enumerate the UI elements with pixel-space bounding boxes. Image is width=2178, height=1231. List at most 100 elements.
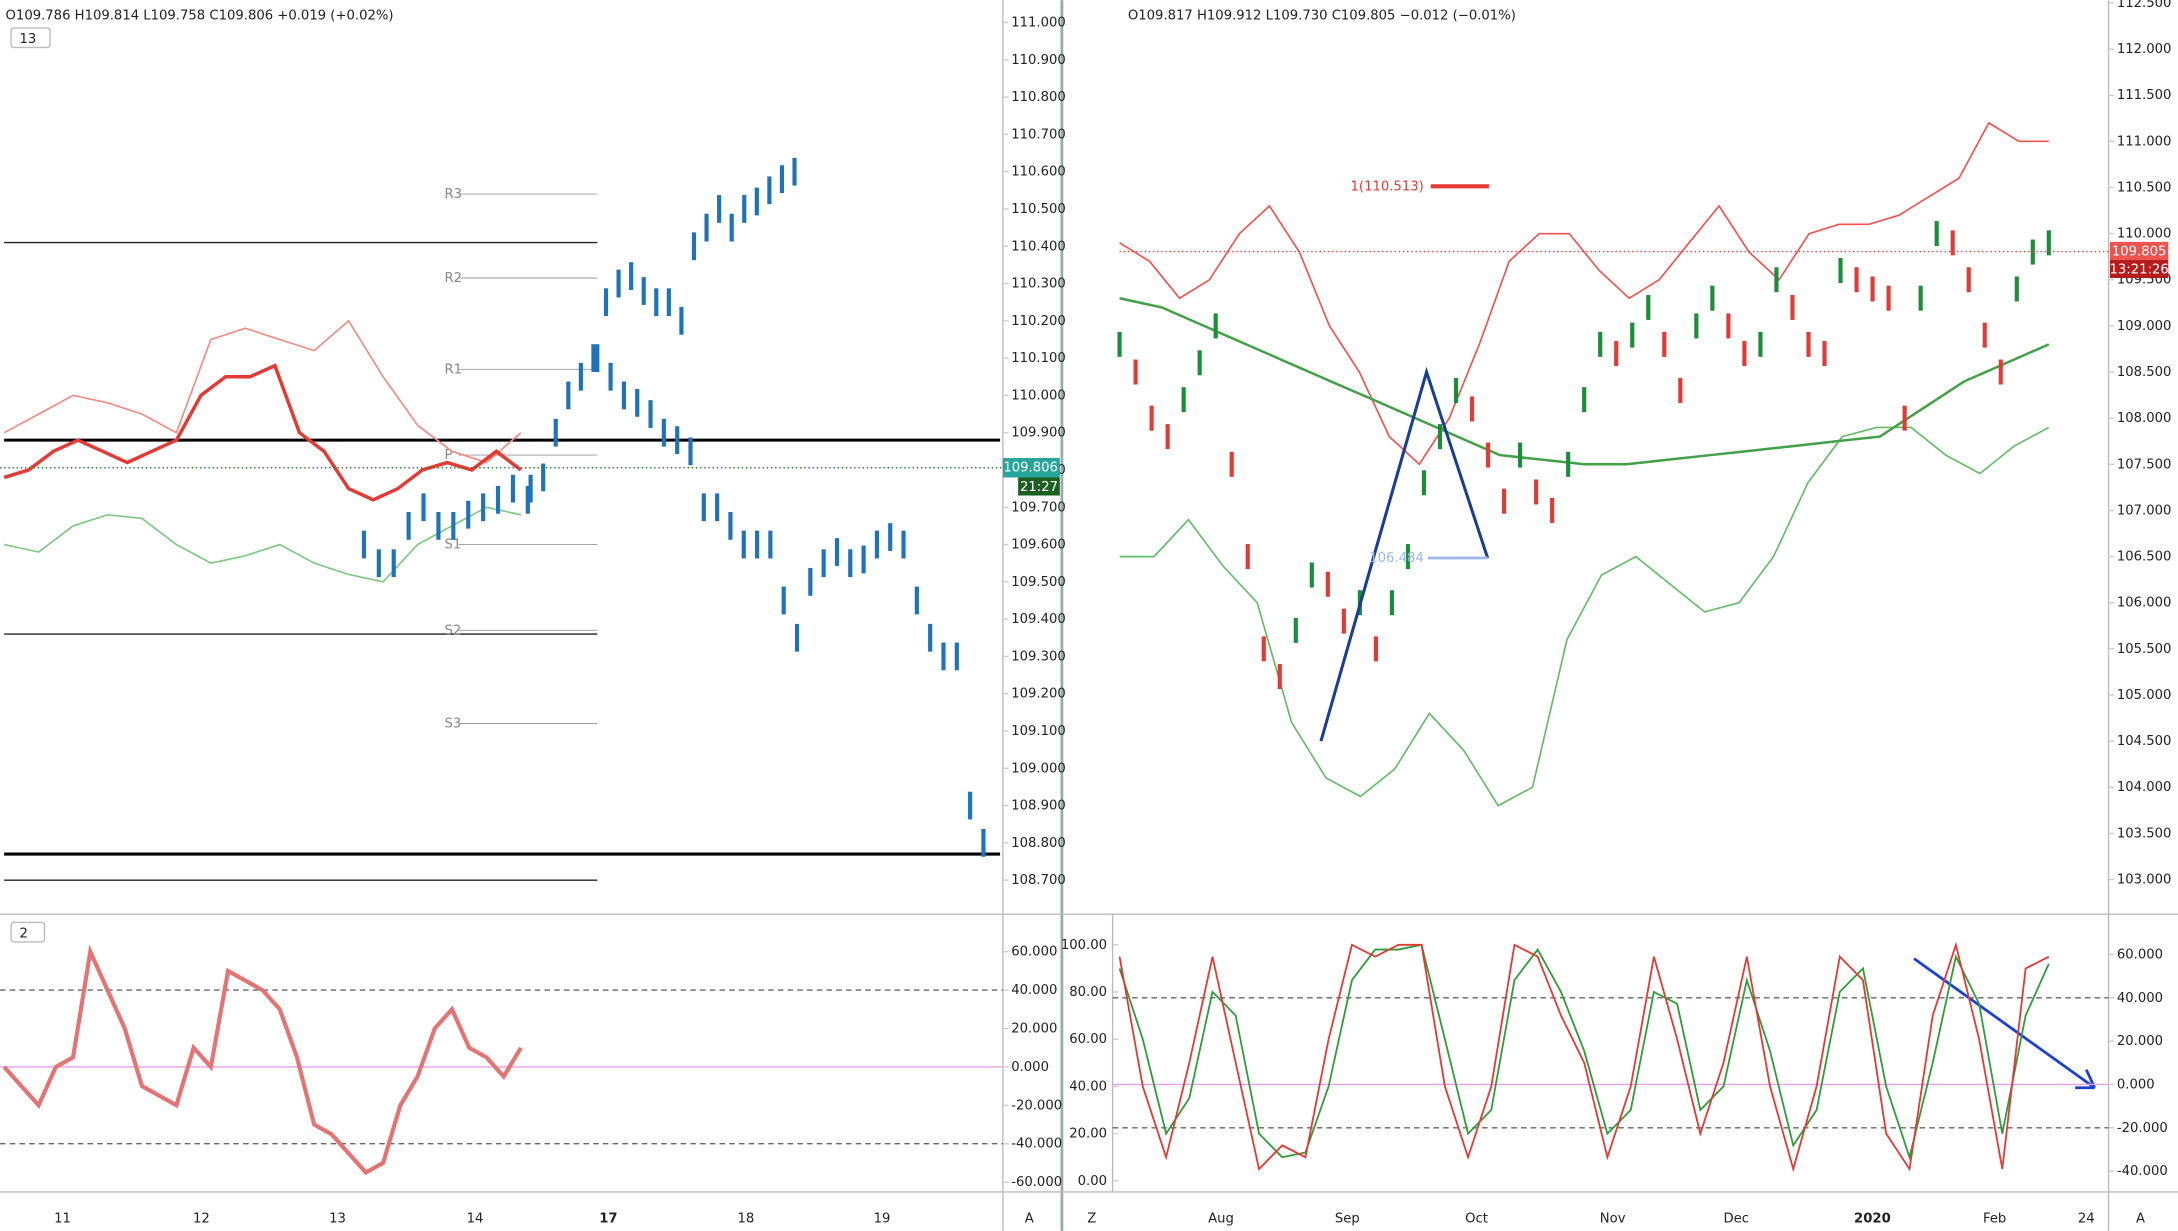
y-tick-label: 104.500	[2117, 734, 2172, 749]
y-tick-label: 110.400	[1011, 239, 1066, 254]
y-tick-label: 110.900	[1011, 53, 1066, 68]
y-tick-label: 110.800	[1011, 90, 1066, 105]
y-tick-label: 105.500	[2117, 642, 2172, 657]
y-tick-label: -40.000	[1011, 1137, 1062, 1152]
y-tick-label: 60.00	[1069, 1032, 1107, 1047]
y-tick-label: -40.000	[2117, 1164, 2168, 1179]
x-tick-label: 12	[193, 1211, 210, 1226]
y-tick-label: 60.000	[2117, 947, 2163, 962]
y-tick-label: 20.00	[1069, 1127, 1107, 1142]
y-tick-label: -60.000	[1011, 1175, 1062, 1190]
x-tick-label: 11	[54, 1211, 71, 1226]
price-badge	[1002, 458, 1060, 478]
x-tick-label: Feb	[1983, 1211, 2006, 1226]
y-tick-label: 110.500	[2117, 180, 2172, 195]
y-tick-label: 105.000	[2117, 688, 2172, 703]
y-tick-label: 108.700	[1011, 873, 1066, 888]
y-tick-label: -20.000	[1011, 1098, 1062, 1113]
y-tick-label: 60.000	[1011, 945, 1057, 960]
price-badge-label: 109.805	[2112, 245, 2167, 260]
y-tick-label: 108.500	[2117, 365, 2172, 380]
osc-toggle[interactable]	[10, 921, 46, 943]
auto-scale-button[interactable]: A	[2136, 1211, 2145, 1226]
y-tick-label: 108.000	[2117, 411, 2172, 426]
pivot-label: P	[444, 448, 452, 463]
x-tick-label: Dec	[1724, 1211, 1750, 1226]
countdown-badge	[2109, 259, 2169, 278]
y-tick-label: 40.00	[1069, 1079, 1107, 1094]
slow-ma	[1119, 297, 2050, 466]
y-tick-label: 110.000	[1011, 388, 1066, 403]
y-tick-label: 110.100	[1011, 351, 1066, 366]
x-tick-label: 13	[329, 1211, 346, 1226]
osc-line	[2, 944, 523, 1176]
x-tick-label: 2020	[1854, 1211, 1891, 1226]
right-ohlc-header: O109.817 H109.912 L109.730 C109.805 −0.0…	[1128, 8, 1516, 23]
upper-band	[3, 319, 522, 464]
y-tick-label: 103.500	[2117, 826, 2172, 841]
y-tick-label: 112.500	[2117, 0, 2172, 11]
x-tick-label: 14	[467, 1211, 484, 1226]
y-tick-label: 111.000	[1011, 16, 1066, 31]
osc-count[interactable]: 2	[19, 927, 27, 942]
y-tick-label: 110.600	[1011, 165, 1066, 180]
pivot-label: R3	[444, 187, 462, 202]
y-tick-label: 106.500	[2117, 550, 2172, 565]
y-tick-label: 107.500	[2117, 457, 2172, 472]
y-tick-label: 110.300	[1011, 277, 1066, 292]
x-tick-label: Sep	[1335, 1211, 1360, 1226]
retrace-label: 106.484	[1369, 551, 1424, 566]
stoch-d	[1118, 943, 2050, 1161]
y-tick-label: 112.000	[2117, 42, 2172, 57]
abc-pattern	[1319, 366, 1490, 742]
y-tick-label: 109.000	[2117, 319, 2172, 334]
countdown-label: 21:27	[1020, 480, 1058, 495]
x-tick-label: 19	[874, 1211, 891, 1226]
y-tick-label: 109.000	[1011, 761, 1066, 776]
pivot-label: R1	[444, 362, 462, 377]
pivot-label: S1	[444, 538, 461, 553]
indicator-count[interactable]: 13	[19, 32, 36, 47]
pivot-label: S3	[444, 717, 461, 732]
y-tick-label: 100.00	[1061, 938, 1107, 953]
x-tick-label: Oct	[1465, 1211, 1488, 1226]
y-tick-label: 110.500	[1011, 202, 1066, 217]
left-ohlc-header: O109.786 H109.814 L109.758 C109.806 +0.0…	[6, 8, 394, 23]
y-tick-label: 40.000	[1011, 983, 1057, 998]
y-tick-label: 108.800	[1011, 836, 1066, 851]
indicator-toggle[interactable]	[10, 27, 51, 49]
y-tick-label: 20.000	[1011, 1022, 1057, 1037]
y-tick-label: 20.000	[2117, 1034, 2163, 1049]
y-tick-label: 109.900	[1011, 426, 1066, 441]
y-tick-label: 109.200	[1011, 687, 1066, 702]
pivot-label: R2	[444, 271, 462, 286]
y-tick-label: 108.900	[1011, 799, 1066, 814]
y-tick-label: 0.00	[1078, 1174, 1107, 1189]
y-tick-label: -20.000	[2117, 1121, 2168, 1136]
y-tick-label: 40.000	[2117, 991, 2163, 1006]
pivot-label: S2	[444, 623, 461, 638]
x-tick-label: 18	[738, 1211, 755, 1226]
y-tick-label: 110.700	[1011, 127, 1066, 142]
y-tick-label: 111.500	[2117, 88, 2172, 103]
zoom-button[interactable]: Z	[1087, 1211, 1096, 1226]
y-tick-label: 104.000	[2117, 780, 2172, 795]
price-badge-label: 109.806	[1003, 461, 1058, 476]
y-tick-label: 111.000	[2117, 134, 2172, 149]
lower-band	[3, 506, 522, 583]
stoch-k	[1118, 941, 2050, 1173]
y-tick-label: 109.400	[1011, 612, 1066, 627]
y-tick-label: 110.000	[2117, 227, 2172, 242]
auto-scale-button[interactable]: A	[1025, 1211, 1034, 1226]
y-tick-label: 0.000	[1011, 1060, 1049, 1075]
y-tick-label: 80.00	[1069, 985, 1107, 1000]
x-tick-label: 24	[2078, 1211, 2095, 1226]
y-tick-label: 109.700	[1011, 500, 1066, 515]
price-line	[3, 363, 522, 502]
countdown-label: 13:21:26	[2109, 263, 2168, 278]
y-tick-label: 109.100	[1011, 724, 1066, 739]
y-tick-label: 109.300	[1011, 649, 1066, 664]
x-tick-label: 17	[599, 1211, 617, 1226]
